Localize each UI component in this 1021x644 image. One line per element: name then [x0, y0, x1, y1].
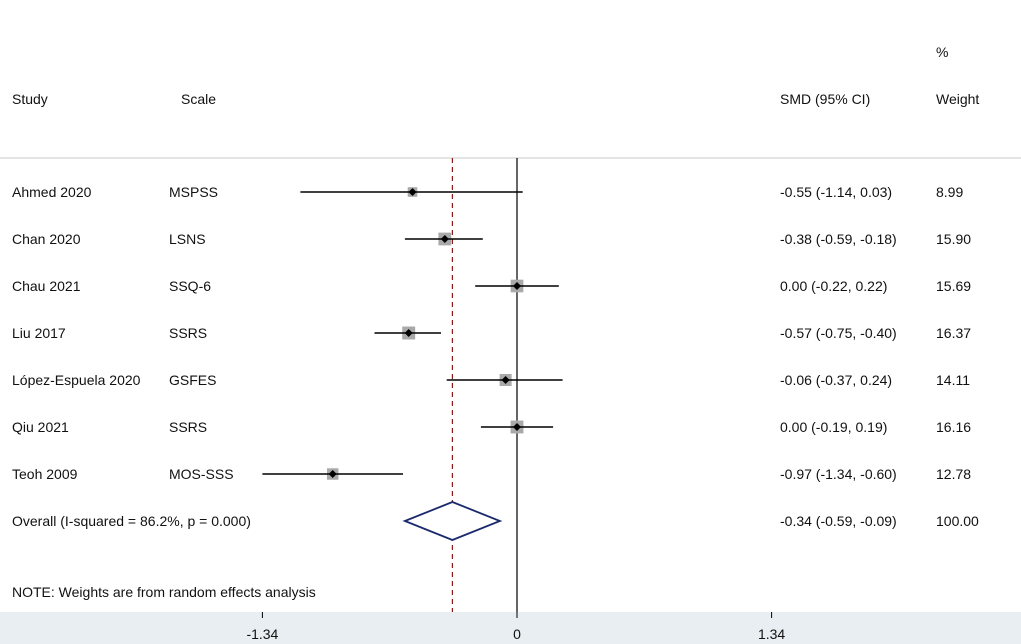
point-estimate	[501, 376, 510, 384]
weight-label: 12.78	[936, 466, 971, 482]
weight-label: 15.69	[936, 278, 971, 294]
study-label: Ahmed 2020	[12, 184, 92, 200]
smd-ci-label: -0.38 (-0.59, -0.18)	[780, 231, 897, 247]
smd-ci-label: 0.00 (-0.22, 0.22)	[780, 278, 887, 294]
header-weight-label: Weight	[936, 91, 979, 107]
smd-ci-label: -0.06 (-0.37, 0.24)	[780, 372, 892, 388]
weight-label: 16.37	[936, 325, 971, 341]
header-study-label: Study	[12, 91, 48, 107]
header-weight-percent: %	[936, 44, 948, 60]
weight-label: 8.99	[936, 184, 963, 200]
scale-label: MOS-SSS	[169, 466, 234, 482]
overall-weight-label: 100.00	[936, 513, 979, 529]
axis-band	[0, 612, 1021, 644]
study-label: Liu 2017	[12, 325, 66, 341]
point-estimate	[404, 329, 413, 337]
scale-label: SSRS	[169, 419, 207, 435]
note-text: NOTE: Weights are from random effects an…	[12, 584, 316, 600]
forest-marks: Ahmed 2020 MSPSS -0.55 (-1.14, 0.03) 8.99 Ch…	[12, 158, 979, 642]
scale-label: GSFES	[169, 372, 216, 388]
smd-ci-label: 0.00 (-0.19, 0.19)	[780, 419, 887, 435]
study-label: Qiu 2021	[12, 419, 69, 435]
scale-label: SSRS	[169, 325, 207, 341]
scale-label: SSQ-6	[169, 278, 211, 294]
point-estimate	[440, 235, 449, 243]
point-estimate	[328, 470, 337, 478]
point-estimate	[513, 282, 521, 290]
scale-label: LSNS	[169, 231, 206, 247]
header-smd-label: SMD (95% CI)	[780, 91, 870, 107]
overall-label: Overall (I-squared = 86.2%, p = 0.000)	[12, 513, 251, 529]
x-tick-label: 0	[513, 626, 521, 642]
weight-label: 16.16	[936, 419, 971, 435]
smd-ci-label: -0.57 (-0.75, -0.40)	[780, 325, 897, 341]
scale-label: MSPSS	[169, 184, 218, 200]
point-estimate	[513, 423, 521, 431]
point-estimate	[408, 188, 417, 196]
study-label: Teoh 2009	[12, 466, 78, 482]
header-scale-label: Scale	[181, 91, 216, 107]
smd-ci-label: -0.97 (-1.34, -0.60)	[780, 466, 897, 482]
overall-diamond	[402, 501, 503, 541]
smd-ci-label: -0.55 (-1.14, 0.03)	[780, 184, 892, 200]
overall-smd-ci-label: -0.34 (-0.59, -0.09)	[780, 513, 897, 529]
x-tick-label: -1.34	[246, 626, 278, 642]
x-tick-label: 1.34	[758, 626, 785, 642]
study-label: López-Espuela 2020	[12, 372, 141, 388]
weight-label: 15.90	[936, 231, 971, 247]
study-label: Chau 2021	[12, 278, 81, 294]
study-label: Chan 2020	[12, 231, 81, 247]
weight-label: 14.11	[936, 372, 970, 388]
